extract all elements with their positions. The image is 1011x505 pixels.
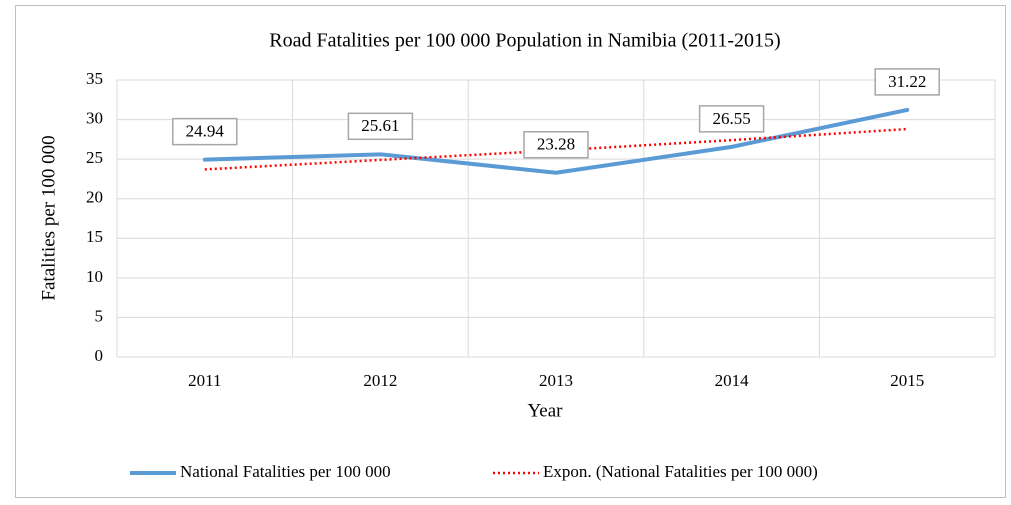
x-tick-label: 2011 xyxy=(188,371,221,390)
legend-label: National Fatalities per 100 000 xyxy=(180,462,391,481)
y-axis-title: Fatalities per 100 000 xyxy=(38,135,59,300)
y-tick-label: 15 xyxy=(86,227,103,246)
y-tick-label: 5 xyxy=(95,306,104,325)
legend-label: Expon. (National Fatalities per 100 000) xyxy=(543,462,818,481)
data-label: 24.94 xyxy=(186,122,225,141)
data-label: 23.28 xyxy=(537,135,575,154)
x-tick-label: 2015 xyxy=(890,371,924,390)
y-tick-label: 20 xyxy=(86,188,103,207)
x-tick-label: 2012 xyxy=(363,371,397,390)
data-label: 26.55 xyxy=(712,109,750,128)
chart-border xyxy=(15,5,1006,498)
data-label-box xyxy=(347,112,414,141)
y-tick-label: 25 xyxy=(86,148,103,167)
data-label-box xyxy=(172,117,238,146)
data-label-box xyxy=(874,68,940,96)
x-tick-label: 2013 xyxy=(539,371,573,390)
y-tick-label: 30 xyxy=(86,108,103,127)
y-tick-label: 0 xyxy=(95,346,104,365)
y-tick-label: 35 xyxy=(86,69,103,88)
x-tick-label: 2014 xyxy=(715,371,750,390)
chart-title: Road Fatalities per 100 000 Population i… xyxy=(269,30,780,52)
data-label-box xyxy=(523,131,589,159)
x-axis-title: Year xyxy=(527,400,563,421)
data-label: 31.22 xyxy=(888,72,926,91)
series-line xyxy=(202,107,910,175)
y-tick-label: 10 xyxy=(86,267,103,286)
data-label-box xyxy=(698,105,765,133)
data-label: 25.61 xyxy=(361,116,399,135)
